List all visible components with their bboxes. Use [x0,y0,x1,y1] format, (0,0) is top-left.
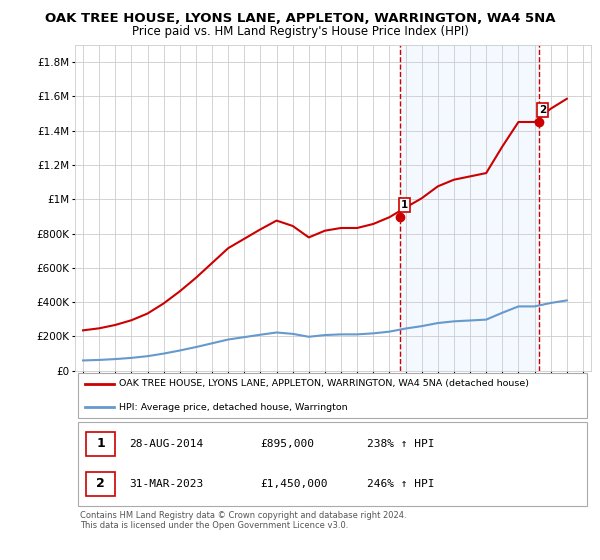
Text: £1,450,000: £1,450,000 [261,479,328,489]
Text: 2: 2 [96,477,105,491]
Text: 1: 1 [96,437,105,450]
FancyBboxPatch shape [77,422,587,506]
Text: 238% ↑ HPI: 238% ↑ HPI [367,439,434,449]
Text: Contains HM Land Registry data © Crown copyright and database right 2024.
This d: Contains HM Land Registry data © Crown c… [80,511,407,530]
Text: 2: 2 [539,105,546,115]
FancyBboxPatch shape [86,472,115,496]
Text: OAK TREE HOUSE, LYONS LANE, APPLETON, WARRINGTON, WA4 5NA: OAK TREE HOUSE, LYONS LANE, APPLETON, WA… [45,12,555,25]
FancyBboxPatch shape [77,373,587,418]
FancyBboxPatch shape [86,432,115,456]
Text: OAK TREE HOUSE, LYONS LANE, APPLETON, WARRINGTON, WA4 5NA (detached house): OAK TREE HOUSE, LYONS LANE, APPLETON, WA… [119,379,529,388]
Text: 31-MAR-2023: 31-MAR-2023 [129,479,203,489]
Text: HPI: Average price, detached house, Warrington: HPI: Average price, detached house, Warr… [119,403,347,412]
Bar [400,45,539,371]
Text: 1: 1 [401,200,408,210]
Text: 246% ↑ HPI: 246% ↑ HPI [367,479,434,489]
Text: £895,000: £895,000 [261,439,315,449]
Text: Price paid vs. HM Land Registry's House Price Index (HPI): Price paid vs. HM Land Registry's House … [131,25,469,38]
Text: 28-AUG-2014: 28-AUG-2014 [129,439,203,449]
